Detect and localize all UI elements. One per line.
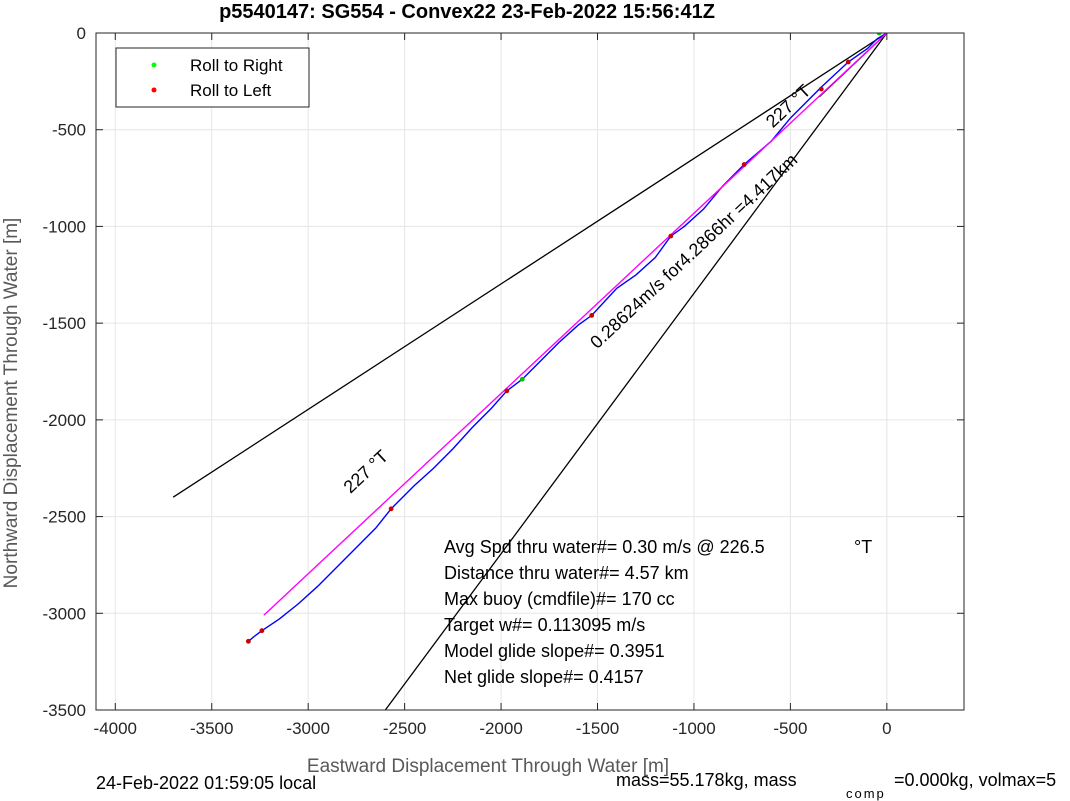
reference-line-0 [172,33,888,498]
stat-line: Target w#= 0.113095 m/s [444,615,645,635]
stat-value: 0.113095 m/s [533,615,646,635]
footer-comp-volmax: =0.000kg, volmax=5 [894,770,1056,790]
x-tick-label: -3500 [190,719,233,738]
y-tick-label: -2500 [43,508,86,527]
roll-left-point [388,506,394,512]
y-tick-label: -3500 [43,701,86,720]
x-tick-label: -1000 [672,719,715,738]
stat-label: Net glide slope#= [444,667,584,687]
legend-box [115,47,310,108]
stat-line: Distance thru water#= 4.57 km [444,563,689,583]
series-lines [247,33,888,642]
stat-label: Avg Spd thru water#= [444,537,617,557]
roll-left-point [818,86,824,92]
roll-left-point [741,162,747,167]
legend-marker-left [151,87,157,93]
footer-comp-subscript: comp [846,786,886,801]
stat-label: Max buoy (cmdfile)#= [444,589,617,609]
legend: Roll to Right Roll to Left [115,47,310,108]
roll-left-point [504,388,510,394]
x-tick-label: -2500 [383,719,426,738]
footer-local-time: 24-Feb-2022 01:59:05 local [96,773,316,793]
stat-label: Distance thru water#= [444,563,620,583]
legend-marker-right [151,62,157,68]
stat-value: 0.3951 [605,641,665,661]
plot-frame [95,32,965,711]
y-tick-label: -500 [52,121,86,140]
x-tick-label: 0 [882,719,891,738]
stat-unit: °T [854,537,872,557]
stat-line: Avg Spd thru water#= 0.30 m/s @ 226.5 [444,537,765,557]
stat-label: Model glide slope#= [444,641,605,661]
roll-left-point [845,59,851,65]
stats-block: Avg Spd thru water#= 0.30 m/s @ 226.5 °T D… [444,537,872,687]
stat-line: Model glide slope#= 0.3951 [444,641,665,661]
roll-right-point [519,376,525,382]
stat-value: 0.30 m/s @ 226.5 [617,537,764,557]
stat-value: 170 cc [617,589,675,609]
x-tick-label: -4000 [94,719,137,738]
series-line-1 [263,33,888,616]
legend-label-right: Roll to Right [190,56,283,75]
x-tick-label: -2000 [479,719,522,738]
roll-points [245,33,882,644]
stat-label: Target w#= [444,615,533,635]
chart-title: p5540147: SG554 - Convex22 23-Feb-2022 1… [219,1,715,23]
stat-line: Net glide slope#= 0.4157 [444,667,644,687]
roll-left-point [668,233,674,239]
y-tick-label: -2000 [43,411,86,430]
roll-left-point [259,628,265,634]
y-axis-label: Northward Displacement Through Water [m] [1,218,22,589]
reference-line-1 [384,33,888,710]
axis-ticks: -4000 -3500 -3000 -2500 -2000 -1500 -1000 -500 0… [43,24,964,738]
roll-left-point [245,638,251,644]
y-tick-label: 0 [77,24,86,43]
x-axis-label: Eastward Displacement Through Water [m] [307,756,669,777]
stat-value: 0.4157 [584,667,644,687]
stat-value: 4.57 km [620,563,689,583]
footer-mass: mass=55.178kg, mass [616,770,797,790]
y-tick-label: -1000 [43,217,86,236]
legend-label-left: Roll to Left [190,81,272,100]
y-tick-label: -1500 [43,314,86,333]
x-tick-label: -1500 [576,719,619,738]
roll-left-point [589,313,595,318]
roll-right-point [876,33,882,36]
series-line-0 [247,33,888,642]
x-tick-label: -500 [773,719,807,738]
x-tick-label: -3000 [286,719,329,738]
stat-line: Max buoy (cmdfile)#= 170 cc [444,589,675,609]
y-tick-label: -3000 [43,604,86,623]
